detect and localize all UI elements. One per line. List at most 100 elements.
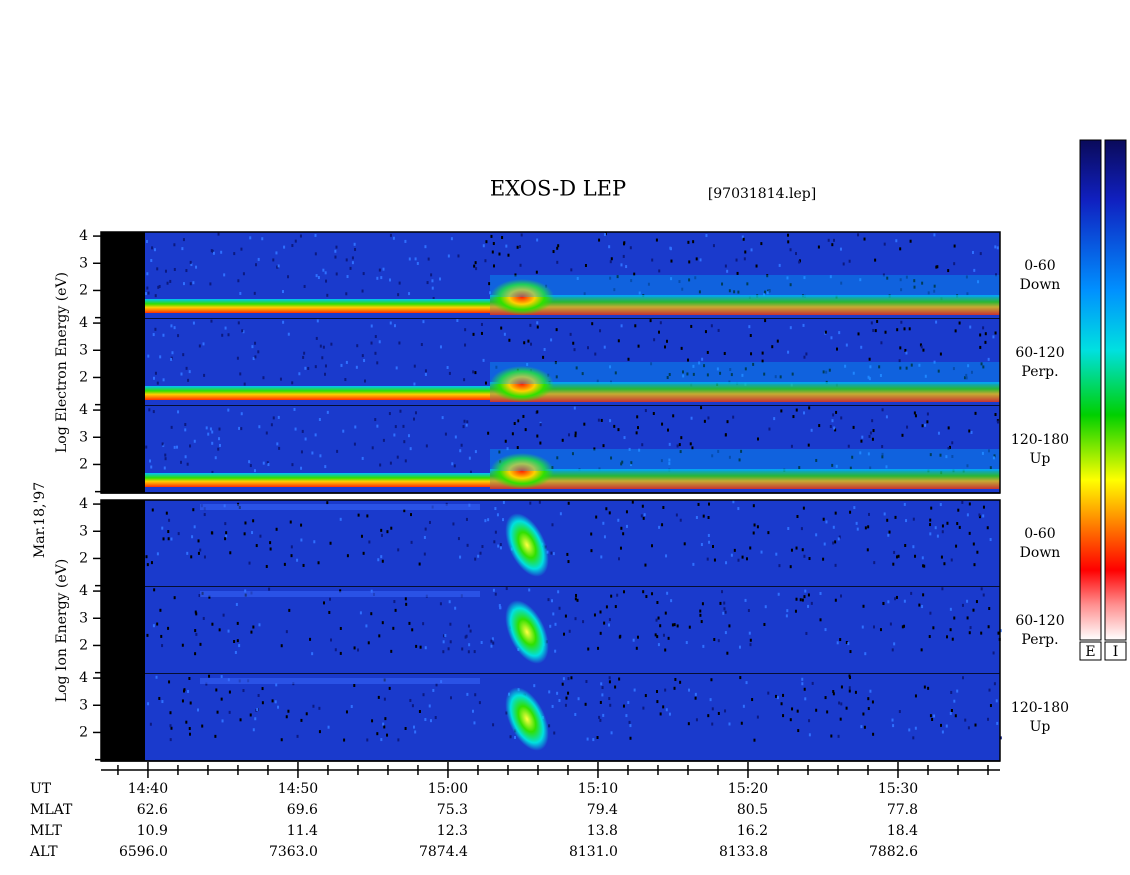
speckle [822, 517, 825, 521]
speckle [559, 512, 562, 516]
speckle [685, 641, 688, 645]
speckle [189, 260, 192, 264]
speckle [298, 372, 301, 376]
speckle [229, 551, 232, 555]
speckle [968, 631, 971, 635]
speckle [378, 634, 381, 638]
speckle [802, 506, 805, 510]
speckle [257, 257, 260, 261]
speckle [221, 333, 224, 337]
speckle [516, 245, 519, 249]
y-tick-label: 2 [79, 637, 88, 653]
speckle [457, 537, 460, 541]
speckle [966, 616, 969, 620]
speckle [749, 643, 752, 647]
blob [490, 366, 554, 402]
speckle [921, 281, 924, 285]
speckle [943, 562, 946, 566]
speckle [211, 470, 214, 474]
speckle [679, 518, 682, 522]
speckle [981, 451, 984, 455]
speckle [490, 639, 493, 643]
speckle [891, 718, 894, 722]
speckle [252, 728, 255, 732]
ephemeris-value: 62.6 [137, 802, 168, 818]
speckle [240, 247, 243, 251]
speckle [956, 522, 959, 526]
speckle [424, 646, 427, 650]
speckle [386, 530, 389, 534]
speckle [848, 689, 851, 693]
speckle [322, 268, 325, 272]
speckle [726, 420, 729, 424]
speckle [647, 282, 650, 286]
speckle [819, 618, 822, 622]
speckle [351, 256, 354, 260]
speckle [928, 635, 931, 639]
speckle [774, 375, 777, 379]
speckle [661, 422, 664, 426]
speckle [799, 598, 802, 602]
speckle [441, 416, 444, 420]
speckle [536, 410, 539, 414]
speckle [871, 437, 874, 441]
speckle [185, 269, 188, 273]
speckle [753, 738, 756, 742]
speckle [148, 408, 151, 412]
speckle [920, 345, 923, 349]
speckle [845, 706, 848, 710]
speckle [642, 590, 645, 594]
speckle [459, 449, 462, 453]
ephemeris-value: 7363.0 [269, 844, 318, 860]
speckle [211, 430, 214, 434]
speckle [872, 732, 875, 736]
y-tick-label: 3 [79, 342, 88, 358]
speckle [287, 275, 290, 279]
speckle [170, 726, 173, 730]
speckle [562, 632, 565, 636]
speckle [950, 558, 953, 562]
speckle [480, 322, 483, 326]
speckle [620, 462, 623, 466]
panel-bg [101, 587, 1000, 674]
speckle [804, 589, 807, 593]
speckle [250, 630, 253, 634]
speckle [619, 634, 622, 638]
speckle [488, 291, 491, 295]
speckle [268, 587, 271, 591]
speckle [777, 592, 780, 596]
speckle [763, 622, 766, 626]
speckle [482, 358, 485, 362]
speckle [176, 445, 179, 449]
speckle [973, 268, 976, 272]
speckle [146, 286, 149, 290]
speckle [905, 351, 908, 355]
speckle [900, 320, 903, 324]
speckle [668, 373, 671, 377]
speckle [266, 461, 269, 465]
speckle [277, 705, 280, 709]
speckle [290, 545, 293, 549]
ephemeris-value: 10.9 [137, 823, 168, 839]
speckle [665, 554, 668, 558]
speckle [695, 718, 698, 722]
speckle [170, 425, 173, 429]
speckle [792, 415, 795, 419]
speckle [575, 593, 578, 597]
speckle [602, 444, 605, 448]
speckle [218, 628, 221, 632]
speckle [905, 519, 908, 523]
speckle [221, 719, 224, 723]
panel-label: 0-60 [1024, 526, 1055, 542]
speckle [721, 282, 724, 286]
speckle [328, 610, 331, 614]
speckle [668, 442, 671, 446]
band-glow [490, 275, 1000, 297]
speckle [952, 367, 955, 371]
speckle [949, 445, 952, 449]
speckle [912, 736, 915, 740]
speckle [415, 644, 418, 648]
speckle [996, 721, 999, 725]
speckle [363, 359, 366, 363]
